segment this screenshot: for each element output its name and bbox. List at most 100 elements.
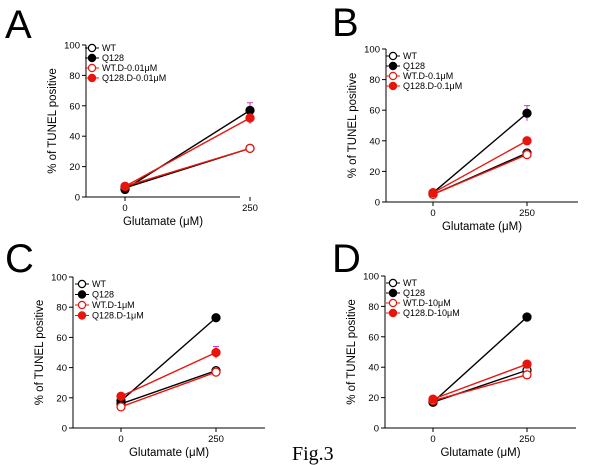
legend-label: WT [403,278,417,288]
panel-letter: A [5,3,32,47]
chart-panel-B: B 0 20 40 60 80 100 0 250 Glutamate (μM) % of TUNE… [332,1,578,233]
y-tick-label: 20 [368,393,379,404]
legend-label: WT [403,51,417,61]
legend-marker [77,311,87,320]
legend-label: Q128 [102,53,124,63]
y-tick-label: 100 [363,272,379,283]
y-tick-label: 60 [368,332,379,343]
legend-marker [77,300,87,310]
y-tick-label: 80 [369,75,380,86]
data-point [211,347,221,358]
legend-label: Q128 [403,288,425,298]
chart-panel-A: A 0 20 40 60 80 100 0 250 Glutamate (μM) % of TUNE… [5,3,258,228]
series-line-1 [124,109,251,190]
data-point [245,113,255,123]
panel-letter: C [5,237,34,281]
data-point [522,359,532,369]
legend-marker [87,73,97,83]
data-point [522,108,532,118]
x-tick-label: 250 [208,434,224,445]
x-axis-label: Glutamate (μM) [440,447,520,458]
chart-panel-D: D 0 20 40 60 80 100 0 250 Glutamate (μM) % of TUNE… [332,237,576,458]
legend-marker [388,51,398,61]
series-line-2 [120,371,217,408]
legend-marker [77,279,87,289]
legend-label: Q128.D-1μM [92,311,144,321]
legend-label: Q128 [403,61,425,71]
y-tick-label: 0 [375,198,380,209]
y-axis-label: % of TUNEL positive [346,299,358,404]
legend-marker [77,290,87,299]
data-point [428,188,438,198]
legend-label: WT [102,43,116,53]
x-tick-label: 250 [519,208,535,219]
y-axis-label: % of TUNEL positive [347,73,359,178]
y-tick-label: 60 [369,106,380,117]
data-point [120,181,130,192]
y-tick-label: 0 [374,424,379,435]
series-line-3 [432,363,528,400]
legend-label: Q128.D-0.01μM [102,73,166,83]
y-tick-label: 40 [69,132,80,143]
legend-marker [388,288,398,298]
series-line-2 [432,374,528,402]
data-point [522,370,532,380]
legend-marker [388,298,398,308]
legend-label: WT [92,279,106,289]
x-tick-label: 0 [122,203,127,214]
legend-marker [388,308,398,318]
series-line-3 [120,351,217,397]
y-tick-label: 40 [368,363,379,374]
x-axis-label: Glutamate (μM) [129,447,209,458]
series-line-3 [432,140,528,194]
data-point [245,105,255,116]
data-point [211,367,221,377]
legend-label: Q128 [92,290,114,300]
legend-label: Q128.D-10μM [403,308,460,318]
series-line-1 [432,112,528,194]
legend-marker [388,81,398,91]
data-point [522,149,532,160]
data-point [116,402,126,412]
series-line-2 [432,153,528,195]
data-point [428,394,438,404]
legend-label: Q128.D-0.1μM [403,81,462,91]
y-tick-label: 20 [369,167,380,178]
data-point [522,312,532,322]
y-tick-label: 60 [69,101,80,112]
series-line-1 [120,317,217,402]
legend-label: WT.D-0.1μM [403,71,453,81]
x-tick-label: 0 [430,208,435,219]
y-tick-label: 40 [369,136,380,147]
figure-caption: Fig.3 [292,443,334,465]
x-tick-label: 250 [519,434,535,445]
legend-label: WT.D-10μM [403,298,451,308]
panel-letter: D [332,237,361,281]
y-tick-label: 60 [56,333,67,344]
legend-marker [388,278,398,288]
legend-marker [87,43,97,53]
y-tick-label: 0 [75,193,80,204]
data-point [211,313,221,323]
data-point [522,136,532,146]
y-tick-label: 20 [56,393,67,404]
data-point [116,391,126,401]
series-line-1 [432,316,528,403]
y-axis-label: % of TUNEL positive [34,300,46,405]
y-tick-label: 100 [64,41,80,52]
x-tick-label: 0 [430,434,435,445]
y-axis-label: % of TUNEL positive [47,68,59,173]
legend-marker [87,63,97,73]
data-point [245,143,255,154]
y-tick-label: 40 [56,363,67,374]
chart-panel-C: C 0 20 40 60 80 100 0 250 Glutamate (μM) % of TUNE… [5,237,265,458]
x-tick-label: 0 [118,434,123,445]
legend-marker [388,61,398,71]
x-axis-label: Glutamate (μM) [123,216,203,228]
legend-label: WT.D-0.01μM [102,63,157,73]
y-tick-label: 80 [69,71,80,82]
series-line-2 [124,147,251,188]
y-tick-label: 80 [368,302,379,313]
panel-letter: B [332,1,359,45]
